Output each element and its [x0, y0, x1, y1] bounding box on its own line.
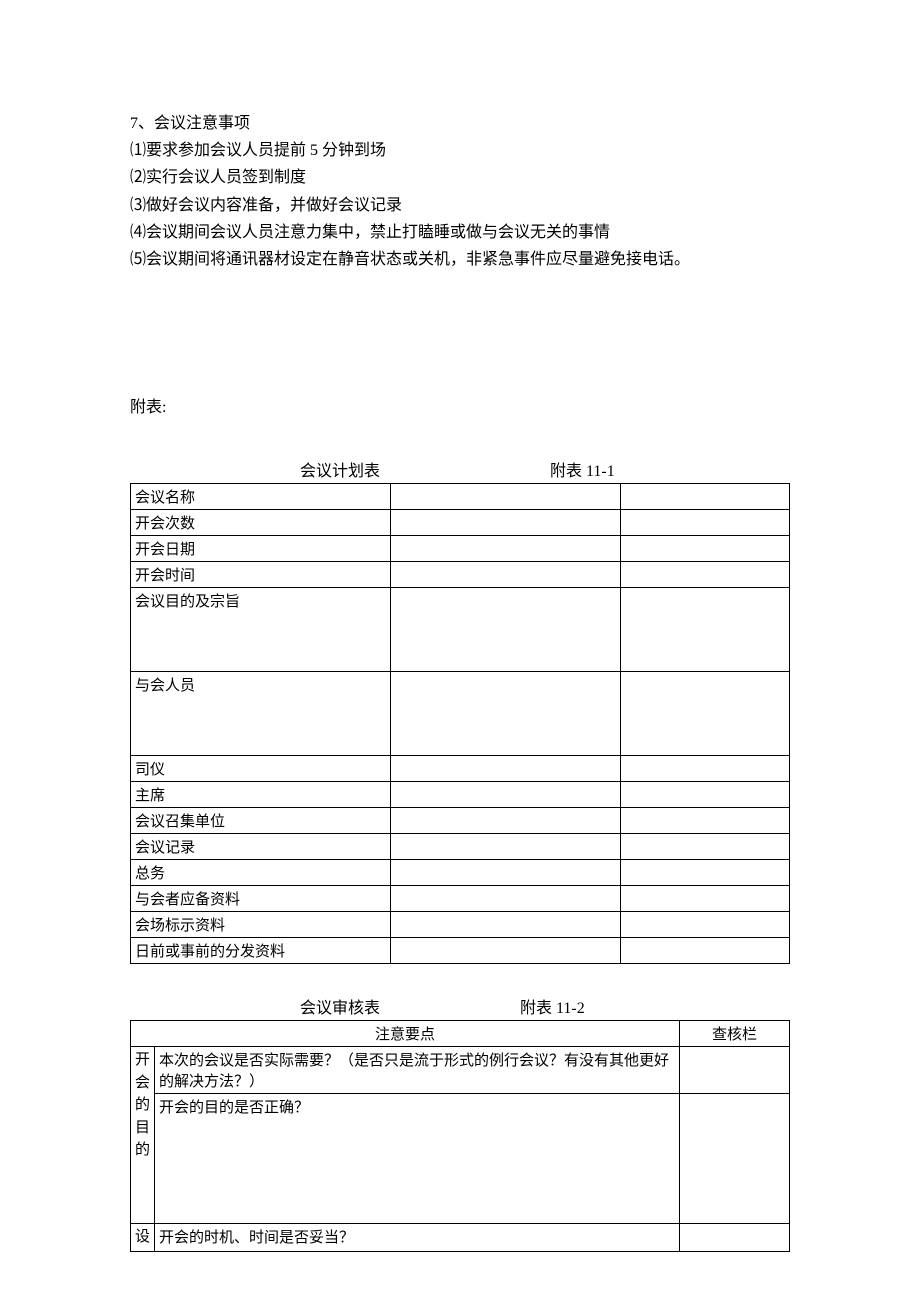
review-goal-item-2: 开会的目的是否正确？ — [155, 1094, 680, 1224]
plan-row-cell — [621, 536, 790, 562]
plan-row-cell — [391, 782, 621, 808]
notes-item-4: ⑷会议期间会议人员注意力集中，禁止打瞌睡或做与会议无关的事情 — [130, 219, 790, 246]
plan-row-cell — [621, 510, 790, 536]
plan-row-cell — [621, 886, 790, 912]
review-table-title-row: 会议审核表 附表 11-2 — [130, 994, 790, 1018]
notes-item-1: ⑴要求参加会议人员提前 5 分钟到场 — [130, 137, 790, 164]
review-header-points: 注意要点 — [131, 1021, 680, 1047]
plan-row: 司仪 — [131, 756, 790, 782]
plan-row-label: 与会人员 — [131, 672, 391, 756]
plan-row: 会议目的及宗旨 — [131, 588, 790, 672]
plan-row-cell — [391, 672, 621, 756]
plan-row-cell — [391, 912, 621, 938]
plan-row-label: 总务 — [131, 860, 391, 886]
plan-row-label: 日前或事前的分发资料 — [131, 938, 391, 964]
review-header-row: 注意要点 查核栏 — [131, 1021, 790, 1047]
plan-row-label: 与会者应备资料 — [131, 886, 391, 912]
plan-row: 与会者应备资料 — [131, 886, 790, 912]
review-set-check-1 — [680, 1224, 790, 1252]
plan-row-label: 会议召集单位 — [131, 808, 391, 834]
plan-row-label: 开会时间 — [131, 562, 391, 588]
plan-row-cell — [391, 860, 621, 886]
review-table-title: 会议审核表 — [300, 994, 520, 1018]
plan-row-label: 开会次数 — [131, 510, 391, 536]
plan-row: 开会日期 — [131, 536, 790, 562]
review-header-check: 查核栏 — [680, 1021, 790, 1047]
plan-row-label: 主席 — [131, 782, 391, 808]
plan-table-title: 会议计划表 — [300, 457, 550, 481]
plan-row-cell — [391, 756, 621, 782]
plan-row-cell — [621, 484, 790, 510]
review-row-goal-2: 开会的目的是否正确？ — [131, 1094, 790, 1224]
plan-row-cell — [391, 938, 621, 964]
plan-row-cell — [391, 834, 621, 860]
plan-row-cell — [621, 834, 790, 860]
plan-row: 总务 — [131, 860, 790, 886]
plan-row-cell — [621, 938, 790, 964]
plan-row-label: 开会日期 — [131, 536, 391, 562]
plan-row: 日前或事前的分发资料 — [131, 938, 790, 964]
plan-row-cell — [391, 588, 621, 672]
review-goal-check-1 — [680, 1047, 790, 1094]
review-table-appendix-num: 附表 11-2 — [520, 994, 670, 1018]
review-row-goal-1: 开会的目的 本次的会议是否实际需要？（是否只是流于形式的例行会议？有没有其他更好… — [131, 1047, 790, 1094]
plan-row-cell — [391, 484, 621, 510]
plan-row-label: 会议记录 — [131, 834, 391, 860]
review-group-goal-label: 开会的目的 — [131, 1047, 155, 1224]
plan-row-cell — [621, 860, 790, 886]
plan-row-cell — [391, 886, 621, 912]
plan-row-label: 会议目的及宗旨 — [131, 588, 391, 672]
review-goal-check-2 — [680, 1094, 790, 1224]
plan-row: 主席 — [131, 782, 790, 808]
plan-row-label: 会议名称 — [131, 484, 391, 510]
notes-heading: 7、会议注意事项 — [130, 110, 790, 137]
notes-item-2: ⑵实行会议人员签到制度 — [130, 164, 790, 191]
plan-row-cell — [621, 912, 790, 938]
plan-row-label: 司仪 — [131, 756, 391, 782]
notes-section: 7、会议注意事项 ⑴要求参加会议人员提前 5 分钟到场 ⑵实行会议人员签到制度 … — [130, 110, 790, 273]
review-set-item-1: 开会的时机、时间是否妥当？ — [155, 1224, 680, 1252]
plan-row-cell — [391, 808, 621, 834]
plan-row: 会议名称 — [131, 484, 790, 510]
plan-row-cell — [621, 808, 790, 834]
plan-row-cell — [621, 562, 790, 588]
plan-row-cell — [391, 510, 621, 536]
appendix-label: 附表: — [130, 393, 790, 417]
plan-table-title-row: 会议计划表 附表 11-1 — [130, 457, 790, 481]
plan-row-cell — [391, 562, 621, 588]
plan-table: 会议名称开会次数开会日期开会时间会议目的及宗旨与会人员司仪主席会议召集单位会议记… — [130, 483, 790, 964]
plan-row: 会场标示资料 — [131, 912, 790, 938]
plan-row: 会议记录 — [131, 834, 790, 860]
plan-row-label: 会场标示资料 — [131, 912, 391, 938]
plan-row-cell — [621, 756, 790, 782]
plan-table-appendix-num: 附表 11-1 — [550, 457, 700, 481]
plan-row: 会议召集单位 — [131, 808, 790, 834]
plan-row: 开会次数 — [131, 510, 790, 536]
notes-item-3: ⑶做好会议内容准备，并做好会议记录 — [130, 192, 790, 219]
plan-row-cell — [621, 672, 790, 756]
plan-row: 与会人员 — [131, 672, 790, 756]
plan-row-cell — [391, 536, 621, 562]
review-table: 注意要点 查核栏 开会的目的 本次的会议是否实际需要？（是否只是流于形式的例行会… — [130, 1020, 790, 1252]
plan-row-cell — [621, 782, 790, 808]
review-group-set-label: 设 — [131, 1224, 155, 1252]
review-row-set-1: 设 开会的时机、时间是否妥当？ — [131, 1224, 790, 1252]
review-goal-item-1: 本次的会议是否实际需要？（是否只是流于形式的例行会议？有没有其他更好的解决方法？… — [155, 1047, 680, 1094]
plan-row-cell — [621, 588, 790, 672]
plan-row: 开会时间 — [131, 562, 790, 588]
notes-item-5: ⑸会议期间将通讯器材设定在静音状态或关机，非紧急事件应尽量避免接电话。 — [130, 246, 790, 273]
